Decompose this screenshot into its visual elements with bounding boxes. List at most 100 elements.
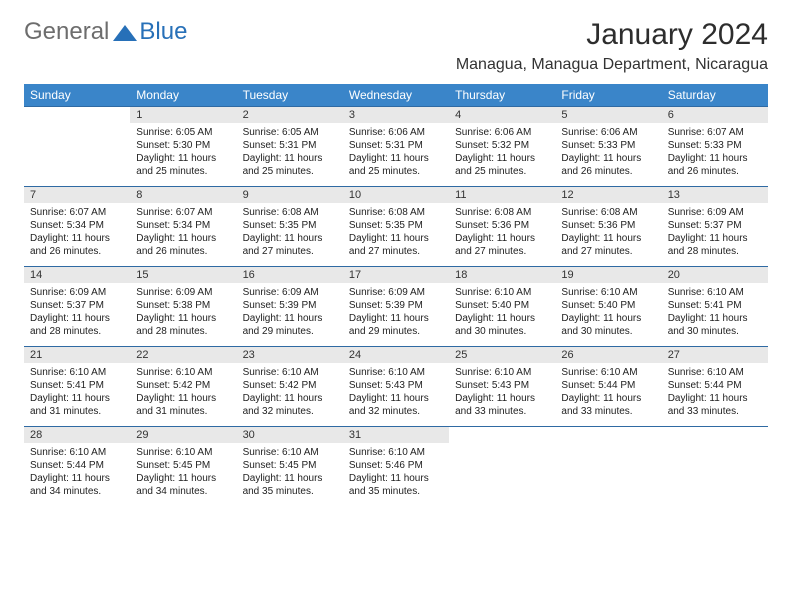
day-data-cell: Sunrise: 6:10 AMSunset: 5:45 PMDaylight:… — [130, 443, 236, 506]
sunset-line: Sunset: 5:33 PM — [668, 139, 762, 152]
daylight-line: Daylight: 11 hours and 26 minutes. — [561, 152, 655, 178]
sunrise-line: Sunrise: 6:10 AM — [136, 446, 230, 459]
page-title: January 2024 — [456, 18, 768, 52]
day-data-cell: Sunrise: 6:10 AMSunset: 5:45 PMDaylight:… — [237, 443, 343, 506]
sunrise-line: Sunrise: 6:09 AM — [349, 286, 443, 299]
sunrise-line: Sunrise: 6:08 AM — [561, 206, 655, 219]
title-block: January 2024 Managua, Managua Department… — [456, 18, 768, 74]
daynum-row: 14151617181920 — [24, 267, 768, 284]
day-number-cell: 3 — [343, 107, 449, 124]
sunrise-line: Sunrise: 6:07 AM — [668, 126, 762, 139]
calendar-table: Sunday Monday Tuesday Wednesday Thursday… — [24, 84, 768, 506]
sunset-line: Sunset: 5:45 PM — [136, 459, 230, 472]
daylight-line: Daylight: 11 hours and 26 minutes. — [136, 232, 230, 258]
daylight-line: Daylight: 11 hours and 32 minutes. — [349, 392, 443, 418]
daylight-line: Daylight: 11 hours and 28 minutes. — [136, 312, 230, 338]
daylight-line: Daylight: 11 hours and 25 minutes. — [136, 152, 230, 178]
sunset-line: Sunset: 5:35 PM — [243, 219, 337, 232]
day-number-cell — [555, 427, 661, 444]
day-number-cell: 28 — [24, 427, 130, 444]
daylight-line: Daylight: 11 hours and 34 minutes. — [136, 472, 230, 498]
sunset-line: Sunset: 5:40 PM — [561, 299, 655, 312]
day-number-cell — [24, 107, 130, 124]
sunset-line: Sunset: 5:43 PM — [349, 379, 443, 392]
daylight-line: Daylight: 11 hours and 33 minutes. — [561, 392, 655, 418]
daylight-line: Daylight: 11 hours and 27 minutes. — [561, 232, 655, 258]
sunrise-line: Sunrise: 6:08 AM — [243, 206, 337, 219]
weekday-header: Wednesday — [343, 84, 449, 107]
sunset-line: Sunset: 5:30 PM — [136, 139, 230, 152]
sunrise-line: Sunrise: 6:10 AM — [455, 286, 549, 299]
day-number-cell: 15 — [130, 267, 236, 284]
day-data-cell: Sunrise: 6:09 AMSunset: 5:37 PMDaylight:… — [24, 283, 130, 347]
day-number-cell: 13 — [662, 187, 768, 204]
weekday-header-row: Sunday Monday Tuesday Wednesday Thursday… — [24, 84, 768, 107]
daylight-line: Daylight: 11 hours and 29 minutes. — [349, 312, 443, 338]
daylight-line: Daylight: 11 hours and 33 minutes. — [668, 392, 762, 418]
day-data-row: Sunrise: 6:07 AMSunset: 5:34 PM Daylight:… — [24, 203, 768, 267]
daylight-line: Daylight: 11 hours and 28 minutes. — [30, 312, 124, 338]
sunset-line: Sunset: 5:31 PM — [349, 139, 443, 152]
sunrise-line: Sunrise: 6:05 AM — [136, 126, 230, 139]
sunrise-line: Sunrise: 6:06 AM — [561, 126, 655, 139]
sunrise-line: Sunrise: 6:10 AM — [136, 366, 230, 379]
day-data-cell: Sunrise: 6:06 AMSunset: 5:31 PMDaylight:… — [343, 123, 449, 187]
daylight-line: Daylight: 11 hours and 29 minutes. — [243, 312, 337, 338]
logo-text-1: General — [24, 18, 109, 46]
day-number-cell: 5 — [555, 107, 661, 124]
daylight-line: Daylight: 11 hours and 31 minutes. — [30, 392, 124, 418]
day-number-cell — [662, 427, 768, 444]
daylight-line: Daylight: 11 hours and 33 minutes. — [455, 392, 549, 418]
day-data-cell: Sunrise: 6:10 AMSunset: 5:44 PMDaylight:… — [662, 363, 768, 427]
day-data-cell: Sunrise: 6:07 AMSunset: 5:33 PMDaylight:… — [662, 123, 768, 187]
daylight-line: Daylight: 11 hours and 35 minutes. — [349, 472, 443, 498]
sunrise-line: Sunrise: 6:07 AM — [30, 206, 124, 219]
sunset-line: Sunset: 5:46 PM — [349, 459, 443, 472]
day-number-cell: 19 — [555, 267, 661, 284]
day-number-cell: 27 — [662, 347, 768, 364]
daylight-line: Daylight: 11 hours and 25 minutes. — [455, 152, 549, 178]
sunrise-line: Sunrise: 6:09 AM — [243, 286, 337, 299]
day-number-cell: 1 — [130, 107, 236, 124]
day-number-cell: 14 — [24, 267, 130, 284]
day-number-cell: 9 — [237, 187, 343, 204]
sunrise-line: Sunrise: 6:05 AM — [243, 126, 337, 139]
sunset-line: Sunset: 5:34 PM — [30, 219, 124, 232]
weekday-header: Saturday — [662, 84, 768, 107]
header: General Blue January 2024 Managua, Manag… — [24, 18, 768, 74]
sunset-line: Sunset: 5:31 PM — [243, 139, 337, 152]
sunrise-line: Sunrise: 6:06 AM — [455, 126, 549, 139]
daylight-line: Daylight: 11 hours and 30 minutes. — [561, 312, 655, 338]
day-number-cell: 26 — [555, 347, 661, 364]
daylight-line: Daylight: 11 hours and 25 minutes. — [243, 152, 337, 178]
sunrise-line: Sunrise: 6:10 AM — [243, 366, 337, 379]
sunset-line: Sunset: 5:33 PM — [561, 139, 655, 152]
sunrise-line: Sunrise: 6:09 AM — [30, 286, 124, 299]
day-number-cell: 7 — [24, 187, 130, 204]
sunset-line: Sunset: 5:40 PM — [455, 299, 549, 312]
day-number-cell: 29 — [130, 427, 236, 444]
day-data-cell: Sunrise: 6:10 AMSunset: 5:43 PMDaylight:… — [343, 363, 449, 427]
day-number-cell: 23 — [237, 347, 343, 364]
day-data-row: Sunrise: 6:05 AMSunset: 5:30 PMDaylight:… — [24, 123, 768, 187]
daylight-line: Daylight: 11 hours and 35 minutes. — [243, 472, 337, 498]
day-data-cell: Sunrise: 6:08 AMSunset: 5:35 PMDaylight:… — [237, 203, 343, 267]
sunrise-line: Sunrise: 6:10 AM — [30, 366, 124, 379]
day-number-cell: 18 — [449, 267, 555, 284]
daylight-line: Daylight: 11 hours and 30 minutes. — [455, 312, 549, 338]
day-number-cell: 22 — [130, 347, 236, 364]
day-data-cell — [555, 443, 661, 506]
logo: General Blue — [24, 18, 187, 46]
sunrise-line: Sunrise: 6:10 AM — [349, 366, 443, 379]
sunset-line: Sunset: 5:44 PM — [668, 379, 762, 392]
day-data-cell: Sunrise: 6:07 AMSunset: 5:34 PMDaylight:… — [130, 203, 236, 267]
day-data-cell: Sunrise: 6:10 AMSunset: 5:42 PMDaylight:… — [237, 363, 343, 427]
sunrise-line: Sunrise: 6:06 AM — [349, 126, 443, 139]
sunset-line: Sunset: 5:32 PM — [455, 139, 549, 152]
sunset-line: Sunset: 5:36 PM — [561, 219, 655, 232]
day-data-cell — [662, 443, 768, 506]
day-data-cell: Sunrise: 6:05 AMSunset: 5:30 PMDaylight:… — [130, 123, 236, 187]
weekday-header: Monday — [130, 84, 236, 107]
day-number-cell: 2 — [237, 107, 343, 124]
day-data-row: Sunrise: 6:10 AMSunset: 5:44 PMDaylight:… — [24, 443, 768, 506]
